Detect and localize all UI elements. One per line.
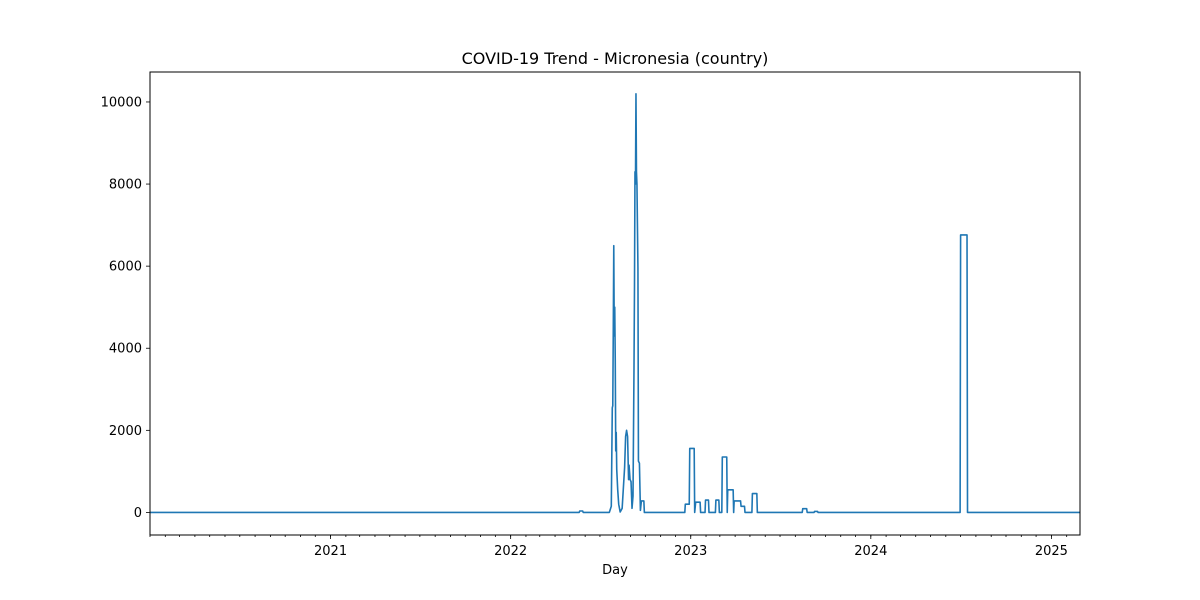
series-line-0 [150,92,1080,514]
y-tick-label: 0 [134,506,142,521]
y-tick-label: 6000 [109,260,142,275]
x-axis-label: Day [602,563,628,578]
x-tick-label: 2023 [674,544,707,559]
y-axis: 0 2000 4000 6000 8000 10000 [101,95,150,521]
chart-title: COVID-19 Trend - Micronesia (country) [462,49,769,68]
x-axis: 2021 2022 2023 2024 2025 [149,535,1068,559]
x-tick-label: 2024 [854,544,887,559]
y-tick-label: 2000 [109,424,142,439]
y-tick-label: 8000 [109,178,142,193]
y-tick-label: 10000 [101,95,142,110]
plot-area [150,92,1080,514]
x-tick-label: 2025 [1035,544,1068,559]
plot-frame [149,71,1081,536]
x-tick-label: 2022 [494,544,527,559]
y-tick-label: 4000 [109,342,142,357]
x-tick-label: 2021 [314,544,347,559]
